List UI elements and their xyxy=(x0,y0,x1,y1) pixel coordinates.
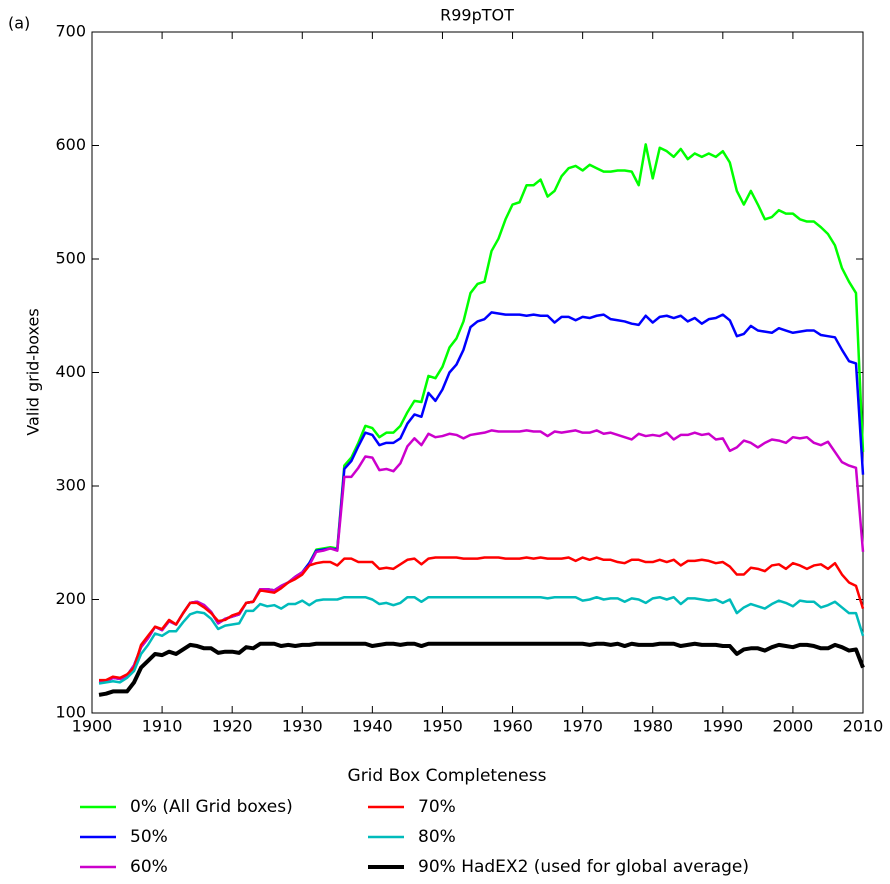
y-tick-label: 500 xyxy=(55,249,86,268)
series-line xyxy=(98,595,865,685)
x-tick-label: 1990 xyxy=(702,717,743,736)
x-tick-label: 1970 xyxy=(562,717,603,736)
x-tick-label: 1910 xyxy=(142,717,183,736)
y-axis-label: Valid grid-boxes xyxy=(24,308,43,435)
x-tick-label: 2010 xyxy=(843,717,884,736)
y-tick-label: 600 xyxy=(55,135,86,154)
legend-label: 0% (All Grid boxes) xyxy=(130,797,293,817)
x-tick-label: 1950 xyxy=(422,717,463,736)
legend-title: Grid Box Completeness xyxy=(348,766,547,786)
series-line xyxy=(99,556,865,682)
legend-label: 80% xyxy=(418,827,456,847)
legend-label: 60% xyxy=(130,857,168,877)
x-tick-label: 1930 xyxy=(282,717,323,736)
y-tick-label: 200 xyxy=(55,589,86,608)
x-tick-label: 1960 xyxy=(492,717,533,736)
series-line xyxy=(99,143,865,683)
y-tick-label: 300 xyxy=(55,476,86,495)
x-tick-label: 1980 xyxy=(632,717,673,736)
series-line xyxy=(99,311,865,683)
x-tick-label: 1920 xyxy=(212,717,253,736)
legend-label: 90% HadEX2 (used for global average) xyxy=(418,857,749,877)
y-tick-label: 700 xyxy=(55,22,86,41)
series-line xyxy=(98,641,865,697)
chart-title: R99pTOT xyxy=(440,6,514,25)
x-tick-label: 2000 xyxy=(773,717,814,736)
panel-label: (a) xyxy=(8,14,30,33)
y-tick-label: 100 xyxy=(55,703,86,722)
x-tick-label: 1900 xyxy=(72,717,113,736)
legend-label: 50% xyxy=(130,827,168,847)
x-tick-label: 1940 xyxy=(352,717,393,736)
legend-label: 70% xyxy=(418,797,456,817)
y-tick-label: 400 xyxy=(55,362,86,381)
